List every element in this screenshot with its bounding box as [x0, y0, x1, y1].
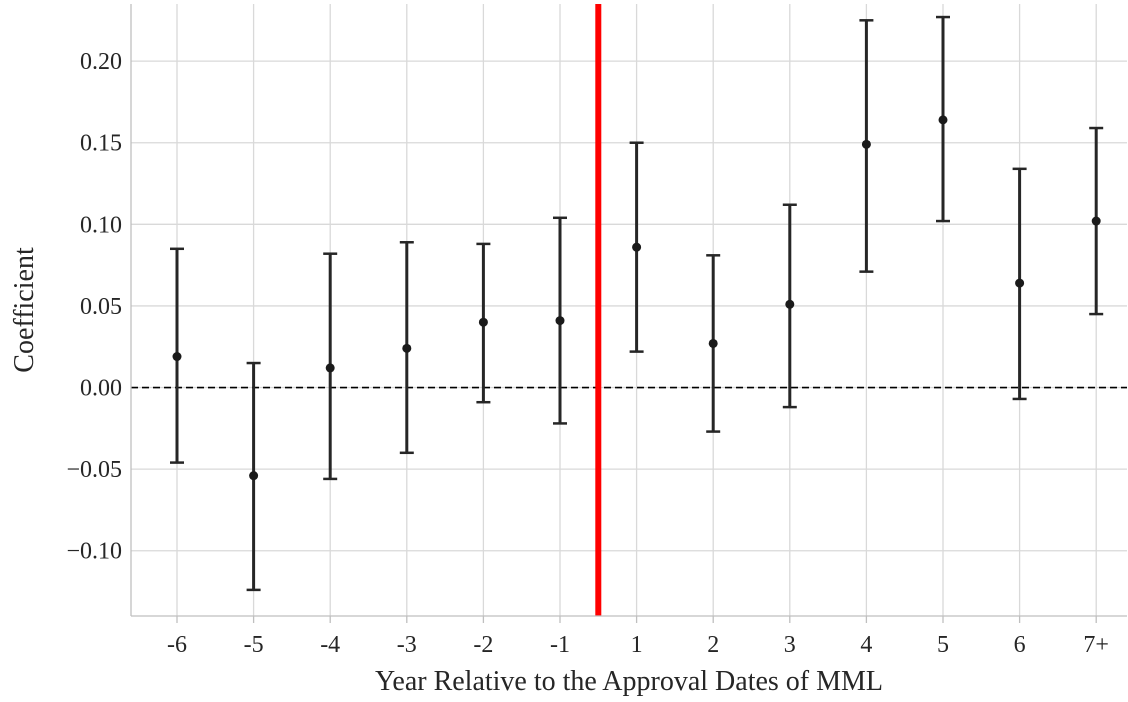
- x-tick-label: -2: [473, 632, 493, 658]
- axes: [130, 4, 1127, 623]
- y-tick-label: 0.20: [80, 49, 122, 75]
- x-tick-label: 6: [1014, 632, 1026, 658]
- y-tick-label: 0.05: [80, 294, 122, 320]
- x-tick-label: -6: [167, 632, 187, 658]
- data-point: [1091, 216, 1101, 226]
- y-axis-label: Coefficient: [9, 247, 40, 373]
- x-axis-label: Year Relative to the Approval Dates of M…: [375, 666, 883, 697]
- data-point: [402, 343, 412, 353]
- y-tick-label: −0.05: [66, 457, 122, 483]
- x-tick-label: 1: [631, 632, 643, 658]
- x-tick-label: -3: [397, 632, 417, 658]
- data-point: [555, 316, 565, 326]
- x-tick-label: -1: [550, 632, 570, 658]
- x-tick-label: 2: [707, 632, 719, 658]
- data-point: [785, 299, 795, 309]
- x-tick-label: -4: [320, 632, 340, 658]
- reference-lines: [131, 4, 1127, 616]
- y-tick-label: 0.10: [80, 212, 122, 238]
- y-tick-label: 0.00: [80, 376, 122, 402]
- grid: [131, 4, 1127, 616]
- data-point: [249, 471, 259, 481]
- data-point: [172, 352, 182, 362]
- x-tick-labels: -6 -5 -4 -3 -2 -1 1 2 3 4 5 6 7+: [167, 632, 1109, 658]
- data-point: [632, 242, 642, 252]
- data-point: [861, 139, 871, 149]
- data-point: [938, 115, 948, 125]
- data-points: [172, 115, 1101, 481]
- x-tick-label: 7+: [1083, 632, 1109, 658]
- data-point: [325, 363, 335, 373]
- x-tick-label: 5: [937, 632, 949, 658]
- y-tick-label: 0.15: [80, 131, 122, 157]
- data-point: [708, 338, 718, 348]
- x-tick-label: -5: [244, 632, 264, 658]
- y-tick-label: −0.10: [66, 539, 122, 565]
- y-tick-labels: −0.10 −0.05 0.00 0.05 0.10 0.15 0.20: [66, 49, 122, 565]
- x-tick-label: 4: [860, 632, 872, 658]
- x-tick-label: 3: [784, 632, 796, 658]
- data-point: [478, 317, 488, 327]
- data-point: [1015, 278, 1025, 288]
